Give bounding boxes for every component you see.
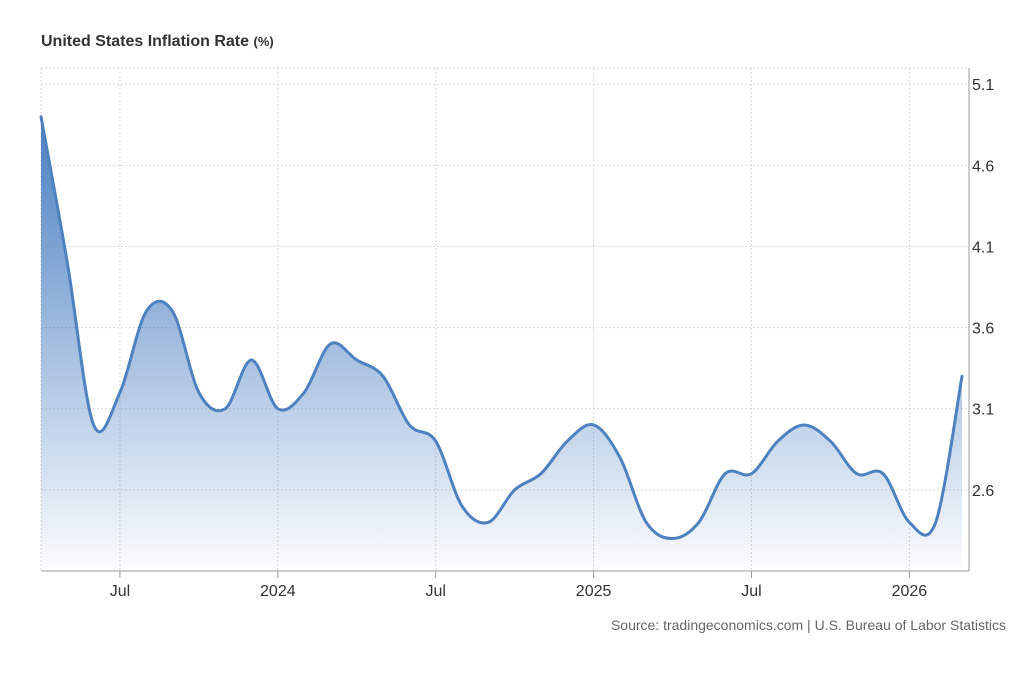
data-point[interactable]: Jul 2024: 2.9 <box>432 437 440 445</box>
area-layer <box>41 116 962 572</box>
data-point[interactable]: Dec 2023: 3.4 <box>248 356 256 364</box>
series-area <box>41 116 962 572</box>
data-point[interactable]: Aug 2025: 2.9 <box>774 437 782 445</box>
data-point[interactable]: Jun 2024: 3 <box>405 421 413 429</box>
data-point[interactable]: Feb 2024: 3.2 <box>300 389 308 397</box>
data-point[interactable]: Jul 2025: 2.7 <box>747 470 755 478</box>
y-tick-label: 4.6 <box>972 158 994 175</box>
data-point[interactable]: Jan 2025: 3 <box>590 421 598 429</box>
data-point[interactable]: Mar 2026: 3.3 <box>958 372 966 380</box>
x-tick-label: Jul <box>110 583 130 600</box>
data-point[interactable]: Sep 2023: 3.7 <box>169 307 177 315</box>
data-point[interactable]: Oct 2023: 3.2 <box>195 389 203 397</box>
x-tick-label: 2025 <box>576 583 612 600</box>
data-point[interactable]: Sep 2024: 2.4 <box>484 518 492 526</box>
data-point[interactable]: Nov 2023: 3.1 <box>221 405 229 413</box>
data-point[interactable]: Dec 2024: 2.9 <box>563 437 571 445</box>
chart-title: United States Inflation Rate (%) <box>41 33 274 51</box>
data-point[interactable]: Oct 2024: 2.6 <box>511 486 519 494</box>
data-point[interactable]: May 2023: 4 <box>63 259 71 267</box>
chart-source: Source: tradingeconomics.com | U.S. Bure… <box>610 617 1006 633</box>
data-point[interactable]: Nov 2024: 2.7 <box>537 470 545 478</box>
chart-title-text: United States Inflation Rate <box>41 33 250 50</box>
data-point[interactable]: Jul 2023: 3.2 <box>116 389 124 397</box>
data-point[interactable]: Jan 2026: 2.4 <box>905 518 913 526</box>
data-point[interactable]: Mar 2025: 2.4 <box>642 518 650 526</box>
data-point[interactable]: Apr 2025: 2.3 <box>669 535 677 543</box>
data-point[interactable]: Aug 2024: 2.5 <box>458 502 466 510</box>
y-tick-label: 2.6 <box>972 483 994 500</box>
data-point[interactable]: May 2024: 3.3 <box>379 372 387 380</box>
data-point[interactable]: Sep 2025: 3 <box>800 421 808 429</box>
data-point[interactable]: Feb 2026: 2.4 <box>932 518 940 526</box>
data-point[interactable]: May 2025: 2.4 <box>695 518 703 526</box>
data-point[interactable]: Jun 2025: 2.7 <box>721 470 729 478</box>
x-tick-label: 2024 <box>260 583 296 600</box>
y-tick-label: 5.1 <box>972 77 994 94</box>
data-point[interactable]: Aug 2023: 3.7 <box>142 307 150 315</box>
x-tick-label: 2026 <box>892 583 928 600</box>
data-point[interactable]: Feb 2025: 2.8 <box>616 453 624 461</box>
y-tick-label: 4.1 <box>972 239 994 256</box>
chart-title-unit: (%) <box>253 34 274 49</box>
data-point[interactable]: Mar 2024: 3.5 <box>326 340 334 348</box>
y-tick-label: 3.6 <box>972 321 994 338</box>
x-tick-label: Jul <box>425 583 445 600</box>
data-point[interactable]: Jan 2024: 3.1 <box>274 405 282 413</box>
line-layer <box>39 115 964 541</box>
data-point[interactable]: Nov 2025: 2.7 <box>853 470 861 478</box>
series-line <box>39 115 964 541</box>
data-point[interactable]: Jun 2023: 3 <box>90 421 98 429</box>
data-point[interactable]: Apr 2024: 3.4 <box>353 356 361 364</box>
axis-layer <box>41 68 970 578</box>
label-layer: 2.6 3.1 3.6 4.1 4.6 5.1 Jul 2024 Jul 2025 Jul 2026 <box>110 77 995 600</box>
y-tick-label: 3.1 <box>972 402 994 419</box>
data-point[interactable]: Dec 2025: 2.7 <box>879 470 887 478</box>
data-point[interactable]: Oct 2025: 2.9 <box>826 437 834 445</box>
x-tick-label: Jul <box>741 583 761 600</box>
data-point[interactable]: Apr 2023: 4.9 <box>37 113 45 121</box>
